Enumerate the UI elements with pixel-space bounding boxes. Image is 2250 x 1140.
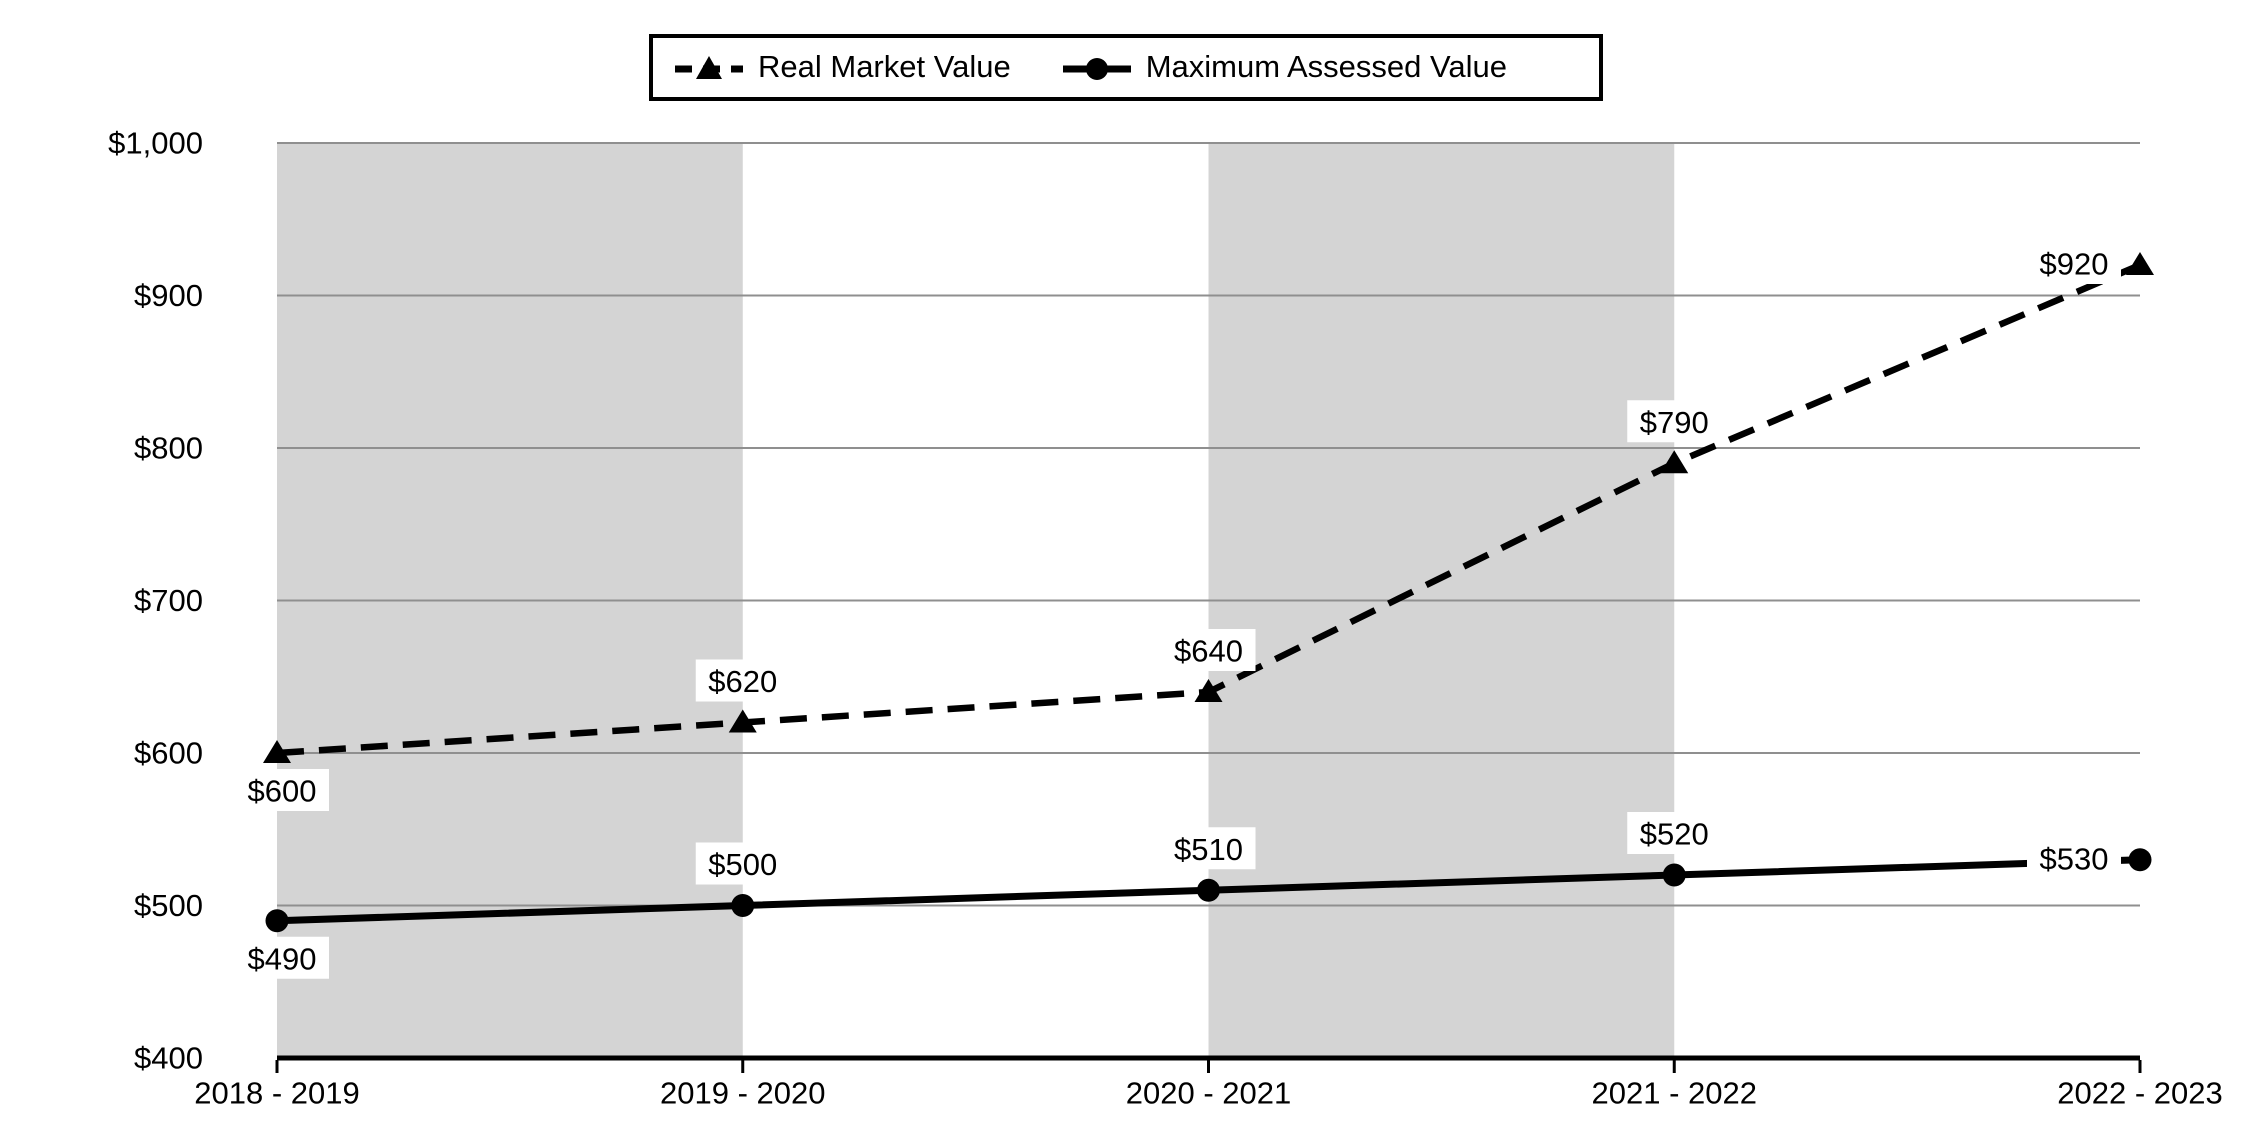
legend: Real Market Value Maximum Assessed Value	[649, 34, 1603, 101]
x-axis-tick-label: 2019 - 2020	[660, 1076, 825, 1111]
legend-item-maximum-assessed-value: Maximum Assessed Value	[1062, 49, 1507, 84]
y-axis-tick-label: $1,000	[108, 126, 203, 161]
y-axis-tick-label: $800	[134, 431, 203, 466]
y-axis-tick-label: $400	[134, 1041, 203, 1076]
data-label: $490	[248, 941, 317, 976]
data-label: $500	[708, 847, 777, 882]
x-axis-tick-label: 2020 - 2021	[1126, 1076, 1291, 1111]
y-axis-tick-label: $600	[134, 736, 203, 771]
data-label-background	[1161, 827, 1256, 870]
legend-label-maximum-assessed-value: Maximum Assessed Value	[1145, 49, 1507, 84]
y-axis-tick-label: $900	[134, 278, 203, 313]
legend-item-real-market-value: Real Market Value	[675, 51, 1011, 84]
data-label: $790	[1640, 405, 1709, 440]
x-axis-tick-label: 2018 - 2019	[194, 1076, 359, 1111]
dashed-triangle-line-icon	[675, 55, 743, 79]
circle-marker	[2128, 848, 2152, 872]
circle-marker	[1662, 863, 1686, 887]
y-axis-tick-label: $500	[134, 888, 203, 923]
triangle-marker	[263, 740, 291, 763]
data-label-background	[1161, 629, 1256, 671]
data-label-background	[235, 769, 329, 811]
data-label: $510	[1174, 832, 1243, 867]
triangle-marker	[1660, 450, 1689, 474]
circle-marker	[1197, 878, 1220, 902]
data-label: $600	[248, 774, 317, 809]
solid-circle-line-icon	[1062, 57, 1131, 80]
triangle-marker	[2126, 252, 2154, 275]
data-label: $620	[708, 664, 777, 699]
data-label-background	[1627, 400, 1722, 443]
legend-label-real-market-value: Real Market Value	[758, 49, 1011, 84]
data-label-background	[235, 936, 329, 979]
data-label-background	[695, 659, 790, 702]
data-label: $640	[1174, 634, 1243, 669]
x-axis-tick-label: 2022 - 2023	[2057, 1076, 2222, 1111]
data-label: $520	[1640, 817, 1709, 852]
data-label-background	[695, 842, 790, 885]
triangle-marker	[1194, 679, 1223, 702]
data-label: $920	[2040, 247, 2109, 282]
data-label-background	[1627, 812, 1722, 854]
circle-marker	[731, 894, 755, 917]
x-axis-tick-label: 2021 - 2022	[1592, 1076, 1757, 1111]
data-label-background	[2027, 836, 2121, 879]
circle-marker	[265, 909, 289, 933]
y-axis-tick-label: $700	[134, 583, 203, 618]
triangle-marker	[728, 709, 757, 733]
data-label: $530	[2040, 841, 2109, 876]
data-label-background	[2027, 242, 2121, 284]
